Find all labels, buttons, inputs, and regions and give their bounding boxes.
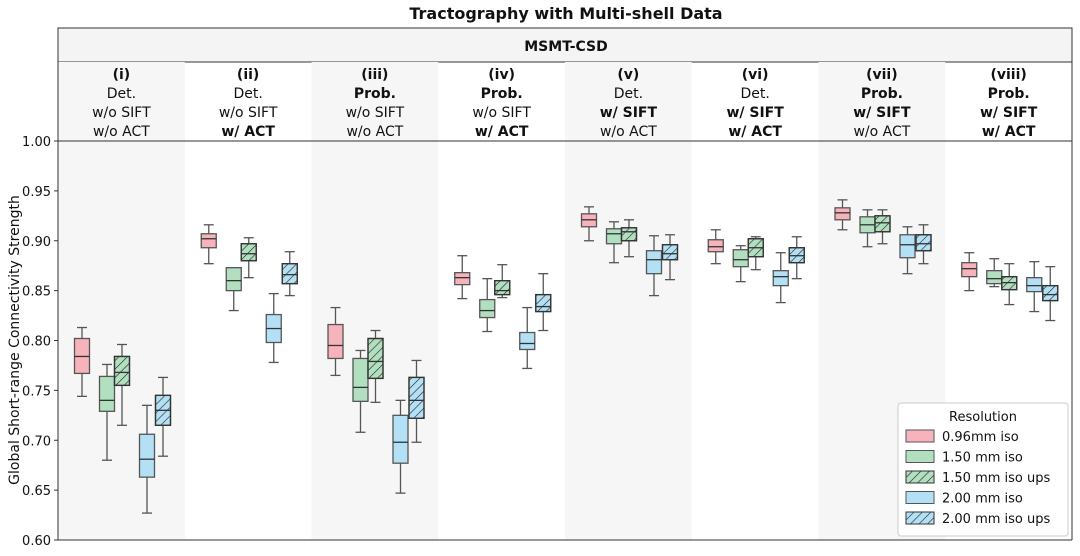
group-header-line: Det. [740,86,769,102]
group-background [58,62,185,540]
y-tick-label: 0.70 [22,434,51,449]
y-tick-label: 0.65 [22,484,51,499]
y-tick-label: 0.80 [22,335,51,350]
box-hatch [240,243,257,262]
group-header-line: w/o SIFT [219,105,278,121]
legend-swatch [905,491,935,504]
legend-swatch [905,450,935,463]
box-3 [138,433,156,478]
group-header-line: (iv) [488,67,515,83]
box-hatch [915,234,932,252]
group-header-line: Prob. [861,86,903,102]
group-background [311,62,439,540]
box-1 [479,298,496,319]
box-1 [732,249,749,268]
box-hatch [661,244,679,261]
box-hatch [408,376,425,419]
legend-title: Resolution [949,410,1017,425]
group-header-line: w/o SIFT [472,105,531,121]
box-3 [392,414,409,464]
subtitle-band [57,27,1073,63]
box-1 [352,357,369,402]
group-header-line: w/ SIFT [726,105,784,121]
box-hatch [281,263,298,285]
group-header-line: Det. [233,86,262,102]
legend-label: 1.50 mm iso [942,451,1023,466]
y-tick-label: 0.95 [22,185,51,200]
group-header-line: (vii) [866,67,898,83]
legend-label: 2.00 mm iso ups [942,512,1050,527]
y-axis-label: Global Short-range Connectivity Strength [7,195,23,485]
group-header-line: Det. [107,86,136,102]
group-header-line: (iii) [361,67,388,83]
box-1 [605,228,623,245]
box-0 [707,239,724,253]
y-tick-label: 0.60 [22,534,51,549]
box-hatch [494,279,511,296]
legend-box [897,402,1069,537]
legend-swatch-hatch [905,470,935,484]
group-background [565,62,692,540]
group-header-line: w/ SIFT [980,105,1038,121]
group-header-line: w/o ACT [346,124,403,140]
legend-label: 0.96mm iso [942,430,1019,445]
group-header-line: (viii) [990,67,1026,83]
y-tick-label: 0.90 [22,235,51,250]
box-3 [1026,277,1043,293]
box-0 [327,323,344,360]
group-header-line: w/o ACT [93,124,150,140]
group-header-line: w/ ACT [221,124,275,140]
legend-swatch-hatch [905,511,935,525]
group-header-line: Prob. [988,86,1030,102]
chart-subtitle: MSMT-CSD [524,39,608,55]
box-hatch [874,215,891,233]
legend-label: 2.00 mm iso [942,492,1023,507]
group-header-line: (ii) [237,67,259,83]
group-header-line: w/o ACT [600,124,657,140]
box-1 [225,267,242,292]
group-header-line: w/ ACT [982,124,1036,140]
box-hatch [113,355,131,387]
chart-title: Tractography with Multi-shell Data [409,4,722,23]
box-hatch [620,227,638,242]
y-tick-label: 1.00 [22,135,51,150]
group-header-line: w/o SIFT [92,105,151,121]
group-header-line: w/o SIFT [346,105,405,121]
group-header-line: w/o ACT [853,124,910,140]
group-header-line: Prob. [354,86,396,102]
group-header-line: (i) [113,67,131,83]
box-3 [772,270,789,287]
box-0 [834,207,851,221]
box-hatch [535,293,552,313]
legend-label: 1.50 mm iso ups [942,471,1050,486]
group-header-line: w/ SIFT [853,105,911,121]
box-0 [454,272,471,286]
box-3 [899,234,916,259]
box-0 [961,262,978,278]
group-header-line: (v) [617,67,639,83]
box-0 [200,233,217,249]
group-header-line: Det. [614,86,643,102]
group-header-line: w/ SIFT [600,105,658,121]
box-1 [986,270,1003,285]
group-header-line: w/ ACT [475,124,529,140]
y-tick-label: 0.75 [22,384,51,399]
box-3 [645,250,663,275]
group-header-line: Prob. [481,86,523,102]
group-header-line: (vi) [742,67,769,83]
box-hatch [367,337,384,380]
legend-swatch [905,429,935,443]
y-tick-label: 0.85 [22,285,51,300]
box-3 [519,331,536,351]
group-header-line: w/ ACT [728,124,782,140]
box-1 [98,375,116,412]
box-hatch [1042,284,1059,302]
